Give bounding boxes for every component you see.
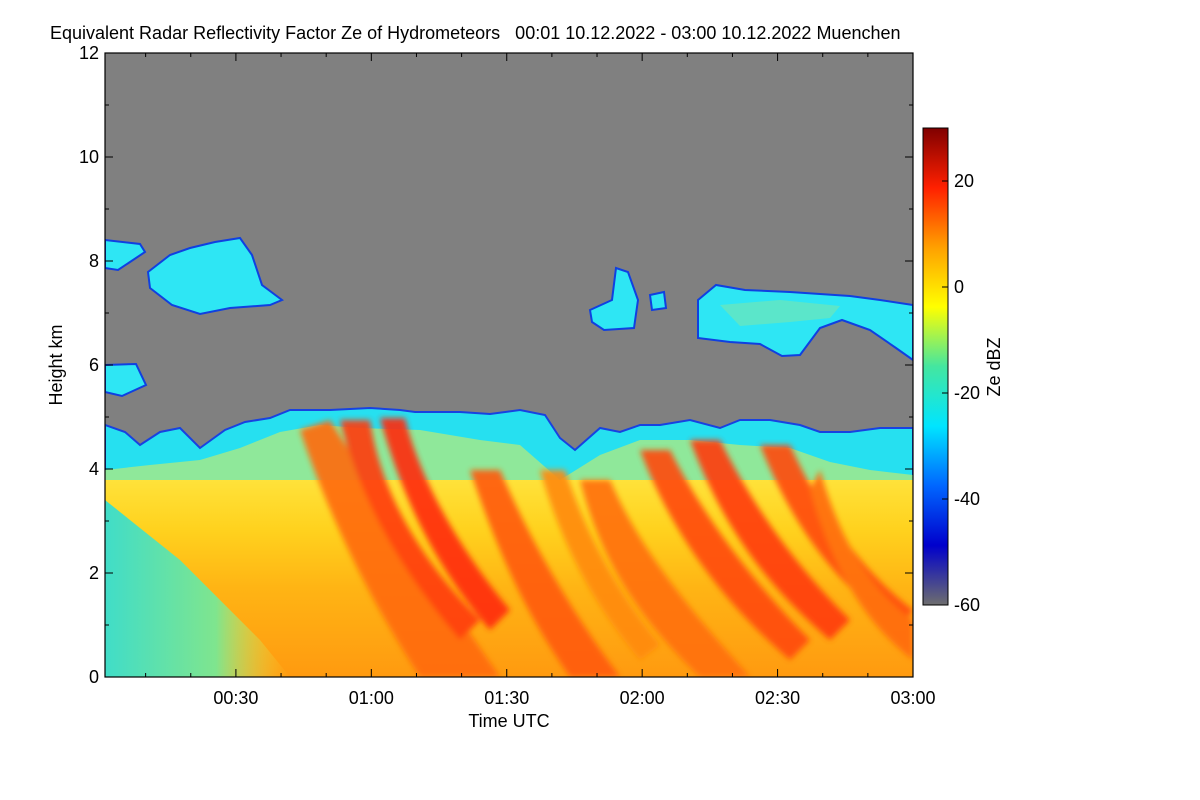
x-tick-label: 01:30 — [484, 688, 529, 708]
upper-cloud-early — [146, 236, 284, 316]
y-tick-label: 0 — [89, 667, 99, 687]
chart-title: Equivalent Radar Reflectivity Factor Ze … — [50, 23, 901, 43]
colorbar-tick-label: -40 — [954, 489, 980, 509]
colorbar-tick-label: 20 — [954, 171, 974, 191]
fall-streak — [470, 470, 620, 677]
x-tick-label: 02:30 — [755, 688, 800, 708]
y-tick-label: 4 — [89, 459, 99, 479]
fall-streak — [580, 480, 750, 677]
upper-cloud-small — [588, 266, 640, 332]
x-tick-label: 00:30 — [213, 688, 258, 708]
fall-streak — [340, 420, 480, 640]
upper-cloud-mid-left — [105, 362, 148, 398]
y-tick-label: 6 — [89, 355, 99, 375]
x-tick-label: 03:00 — [890, 688, 935, 708]
x-axis-ticks: 00:30 01:00 01:30 02:00 02:30 03:00 — [145, 53, 936, 708]
precipitation-layer — [105, 406, 913, 677]
y-tick-label: 2 — [89, 563, 99, 583]
colorbar-tick-label: -20 — [954, 383, 980, 403]
colorbar-ticks: 20 0 -20 -40 -60 — [942, 171, 980, 615]
plot-area — [105, 53, 913, 677]
colorbar-tick-label: -60 — [954, 595, 980, 615]
x-tick-label: 02:00 — [620, 688, 665, 708]
fall-streak — [640, 450, 810, 660]
fall-streak — [810, 470, 913, 660]
left-cool-region — [105, 500, 290, 677]
upper-cloud-late-core — [720, 300, 840, 326]
colorbar-tick-label: 0 — [954, 277, 964, 297]
upper-clouds — [105, 236, 913, 398]
fall-streak — [380, 418, 510, 630]
y-tick-label: 12 — [79, 43, 99, 63]
y-tick-label: 10 — [79, 147, 99, 167]
colorbar-label: Ze dBZ — [984, 337, 1004, 396]
colorbar-gradient — [922, 127, 949, 606]
fall-streak — [540, 470, 660, 660]
y-tick-label: 8 — [89, 251, 99, 271]
colorbar: 20 0 -20 -40 -60 Ze dBZ — [922, 127, 1004, 615]
upper-cloud-dot — [648, 290, 668, 312]
x-tick-label: 01:00 — [349, 688, 394, 708]
y-axis-label: Height km — [46, 324, 66, 405]
fall-streak — [690, 440, 850, 640]
fall-streaks — [300, 418, 913, 677]
x-axis-label: Time UTC — [468, 711, 549, 731]
upper-cloud-left — [105, 238, 147, 272]
y-axis-ticks: 0 2 4 6 8 10 12 — [79, 43, 913, 687]
